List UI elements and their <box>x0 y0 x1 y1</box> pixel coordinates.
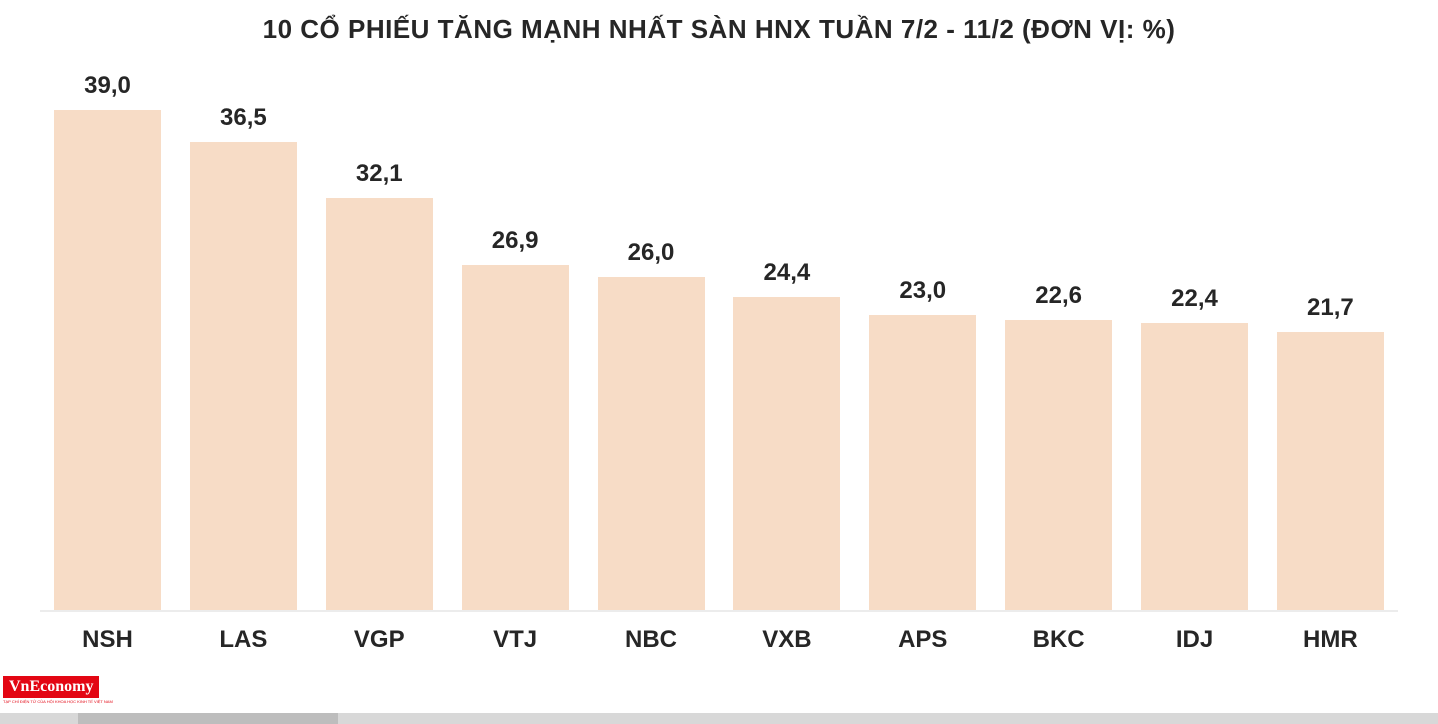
vneconomy-logo-tagline: TẠP CHÍ ĐIỆN TỬ CỦA HỘI KHOA HỌC KINH TẾ… <box>3 699 113 704</box>
bar <box>869 315 977 610</box>
bar-group: 24,4 VXB <box>733 259 841 653</box>
vneconomy-logo: VnEconomy TẠP CHÍ ĐIỆN TỬ CỦA HỘI KHOA H… <box>3 676 113 704</box>
bar-value-label: 36,5 <box>220 104 267 131</box>
chart-title: 10 CỔ PHIẾU TĂNG MẠNH NHẤT SÀN HNX TUẦN … <box>262 14 1176 44</box>
bar-category-label: NSH <box>82 626 133 653</box>
bar-value-label: 23,0 <box>899 277 947 304</box>
bar-group: 39,0 NSH <box>54 72 161 653</box>
bar-value-label: 21,7 <box>1307 294 1354 321</box>
bar-category-label: NBC <box>625 626 677 653</box>
bar-category-label: VTJ <box>493 626 538 653</box>
bar-category-label: APS <box>898 626 948 653</box>
bar <box>733 297 841 610</box>
bar-group: 23,0 APS <box>869 277 977 653</box>
bar <box>189 142 297 610</box>
bar-group: 26,0 NBC <box>597 239 705 653</box>
vneconomy-logo-text: VnEconomy <box>3 676 100 698</box>
bar-category-label: VGP <box>353 626 405 653</box>
bar-group: 32,1 VGP <box>325 160 433 653</box>
bar-category-label: LAS <box>219 626 268 653</box>
bar-value-label: 22,6 <box>1035 282 1082 309</box>
x-axis-line <box>40 610 1398 612</box>
bar <box>1141 323 1248 610</box>
bar-value-label: 39,0 <box>84 72 131 99</box>
bar <box>325 198 433 610</box>
bar-value-label: 22,4 <box>1171 285 1218 312</box>
bar <box>1005 320 1113 610</box>
bar <box>54 110 161 610</box>
bar <box>461 265 569 610</box>
bar <box>1276 332 1384 610</box>
bar-group: 36,5 LAS <box>189 104 297 653</box>
bar-category-label: IDJ <box>1175 626 1214 653</box>
bar-category-label: BKC <box>1032 626 1085 653</box>
bottom-scrollbar[interactable] <box>0 713 1438 724</box>
bar-value-label: 26,0 <box>627 239 675 266</box>
bar-group: 26,9 VTJ <box>461 227 569 653</box>
scrollbar-thumb[interactable] <box>78 713 338 724</box>
bar-group: 22,6 BKC <box>1005 282 1113 653</box>
bar-value-label: 24,4 <box>763 259 811 286</box>
bar-value-label: 26,9 <box>491 227 539 254</box>
bar-group: 21,7 HMR <box>1276 294 1384 653</box>
bar-group: 22,4 IDJ <box>1141 285 1248 653</box>
bars-container: 39,0 NSH 36,5 LAS 32,1 VGP 26,9 VTJ 26,0 NBC 24,4 V… <box>54 70 1384 653</box>
bar-category-label: HMR <box>1303 626 1358 653</box>
bar-category-label: VXB <box>762 626 812 653</box>
bar <box>597 277 705 610</box>
bar-value-label: 32,1 <box>355 160 403 187</box>
